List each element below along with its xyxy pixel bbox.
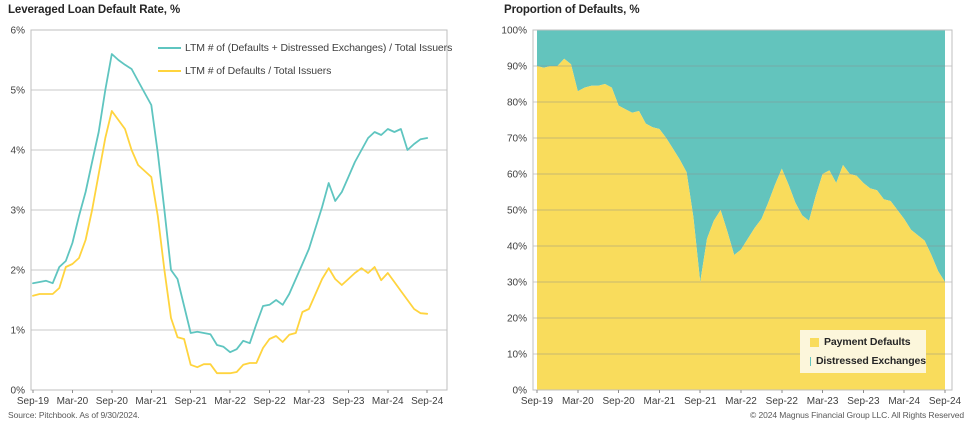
proportion-legend: Payment Defaults Distressed Exchanges — [800, 330, 926, 373]
legend-label-defaults-only: LTM # of Defaults / Total Issuers — [185, 64, 332, 77]
legend-label-defaults-plus-distressed: LTM # of (Defaults + Distressed Exchange… — [185, 41, 453, 54]
default-rate-chart-title: Leveraged Loan Default Rate, % — [8, 4, 181, 16]
default-rate-panel: Leveraged Loan Default Rate, % 0% 1% 2% 3% 4… — [8, 4, 452, 407]
svg-text:Mar-20: Mar-20 — [57, 396, 89, 407]
svg-text:Mar-22: Mar-22 — [725, 396, 757, 407]
svg-text:70%: 70% — [507, 134, 527, 145]
svg-text:90%: 90% — [507, 62, 527, 73]
svg-text:Sep-22: Sep-22 — [253, 396, 286, 407]
svg-text:1%: 1% — [11, 326, 26, 337]
svg-text:Mar-21: Mar-21 — [135, 396, 167, 407]
svg-text:Sep-20: Sep-20 — [602, 396, 635, 407]
svg-text:5%: 5% — [11, 86, 26, 97]
svg-text:40%: 40% — [507, 242, 527, 253]
teal-line-swatch — [158, 46, 181, 49]
legend-item-defaults-only: LTM # of Defaults / Total Issuers — [158, 59, 452, 82]
svg-text:2%: 2% — [11, 266, 26, 277]
svg-text:50%: 50% — [507, 206, 527, 217]
legend-item-defaults-plus-distressed: LTM # of (Defaults + Distressed Exchange… — [158, 36, 452, 59]
svg-text:Sep-24: Sep-24 — [929, 396, 962, 407]
svg-text:Mar-23: Mar-23 — [807, 396, 839, 407]
svg-text:Mar-24: Mar-24 — [888, 396, 920, 407]
source-note: Source: Pitchbook. As of 9/30/2024. — [8, 410, 140, 420]
teal-area-swatch — [810, 356, 811, 366]
svg-text:30%: 30% — [507, 278, 527, 289]
svg-text:6%: 6% — [11, 26, 26, 37]
proportion-of-defaults-panel: Proportion of Defaults, % 0% 10% 20% 30% 40%… — [486, 0, 972, 432]
legend-label-distressed-exchanges: Distressed Exchanges — [815, 355, 926, 367]
yellow-area-swatch — [810, 337, 819, 347]
default-rate-line-chart: 0% 1% 2% 3% 4% 5% 6% Sep-19 Mar-20 Sep-20 Mar-21 Se… — [11, 26, 448, 407]
svg-text:20%: 20% — [507, 314, 527, 325]
svg-text:0%: 0% — [11, 386, 26, 397]
svg-text:Mar-22: Mar-22 — [214, 396, 246, 407]
proportion-stacked-area-chart: 0% 10% 20% 30% 40% 50% 60% 70% 80% 90% 100% Sep-19 M… — [501, 26, 962, 408]
svg-text:Mar-21: Mar-21 — [644, 396, 676, 407]
copyright-note: © 2024 Magnus Financial Group LLC. All R… — [750, 410, 964, 420]
legend-item-payment-defaults: Payment Defaults — [810, 335, 926, 350]
proportion-chart-title: Proportion of Defaults, % — [504, 4, 640, 16]
svg-text:3%: 3% — [11, 206, 26, 217]
svg-text:100%: 100% — [501, 26, 527, 37]
svg-text:0%: 0% — [513, 386, 528, 397]
svg-text:Mar-24: Mar-24 — [372, 396, 404, 407]
svg-text:4%: 4% — [11, 146, 26, 157]
svg-text:Sep-23: Sep-23 — [332, 396, 365, 407]
svg-text:Sep-24: Sep-24 — [411, 396, 444, 407]
svg-text:Sep-23: Sep-23 — [847, 396, 880, 407]
svg-text:80%: 80% — [507, 98, 527, 109]
svg-text:Sep-19: Sep-19 — [17, 396, 50, 407]
svg-text:Mar-23: Mar-23 — [293, 396, 325, 407]
default-rate-legend: LTM # of (Defaults + Distressed Exchange… — [158, 36, 452, 82]
legend-label-payment-defaults: Payment Defaults — [824, 336, 911, 348]
svg-text:Sep-20: Sep-20 — [96, 396, 129, 407]
svg-text:Sep-21: Sep-21 — [684, 396, 717, 407]
svg-text:10%: 10% — [507, 350, 527, 361]
svg-text:Mar-20: Mar-20 — [562, 396, 594, 407]
svg-text:Sep-21: Sep-21 — [175, 396, 208, 407]
legend-item-distressed-exchanges: Distressed Exchanges — [810, 354, 926, 369]
yellow-line-swatch — [158, 69, 181, 72]
svg-text:Sep-19: Sep-19 — [521, 396, 554, 407]
svg-text:60%: 60% — [507, 170, 527, 181]
svg-text:Sep-22: Sep-22 — [766, 396, 799, 407]
